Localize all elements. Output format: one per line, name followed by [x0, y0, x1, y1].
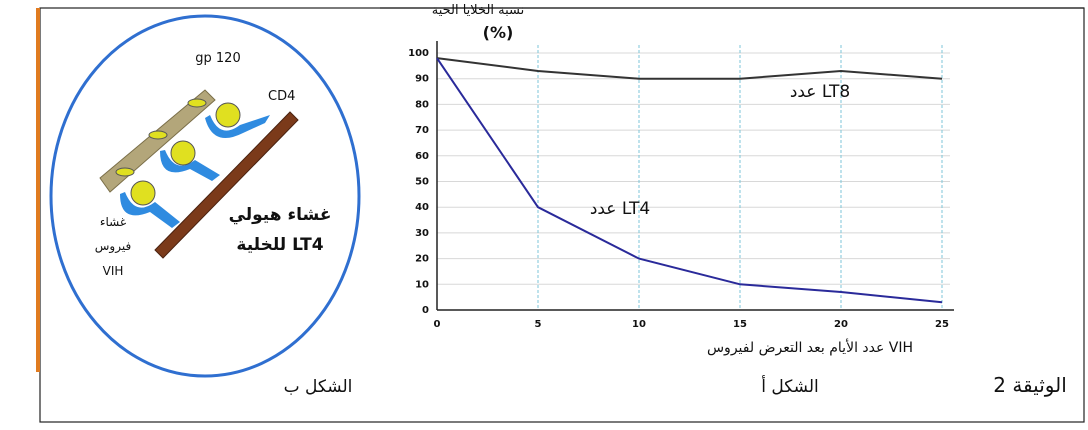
y-tick-label: 0 — [422, 305, 429, 316]
ellipse — [51, 16, 359, 376]
x-tick-label: 5 — [535, 319, 542, 330]
x-label: عدد الأيام بعد التعرض لفيروس VIH — [707, 338, 913, 356]
y-tick-label: 20 — [415, 254, 429, 265]
cell-label: للخلية LT4 — [236, 235, 323, 255]
y-tick-label: 100 — [408, 48, 429, 59]
line — [437, 58, 942, 79]
caption: الشكل أ — [761, 375, 818, 397]
y-tick-label: 70 — [415, 125, 429, 136]
y-tick-label: 80 — [415, 99, 429, 110]
caption: الشكل ب — [284, 377, 353, 397]
page: gp 120 CD4 غشاء فيروس VIH غشاء هيولي للخ… — [0, 0, 1088, 426]
x-tick-label: 25 — [935, 319, 949, 330]
y-tick-label: 50 — [415, 177, 429, 188]
caption: الوثيقة 2 — [993, 373, 1067, 397]
y-tick-label: 30 — [415, 228, 429, 239]
x-tick-label: 15 — [733, 319, 747, 330]
x-tick-label: 0 — [434, 319, 441, 330]
cd-label: CD4 — [268, 89, 295, 104]
virus-label: VIH — [103, 264, 124, 278]
x-tick-label: 10 — [632, 319, 646, 330]
x-tick-label: 20 — [834, 319, 848, 330]
gp-label: gp 120 — [195, 51, 240, 66]
y-tick-label: 40 — [415, 202, 429, 213]
virus-label: فيروس — [95, 239, 131, 254]
y-tick-label: 60 — [415, 151, 429, 162]
y-label: نسبة الخلايا الحية — [432, 3, 525, 18]
series-label: عدد LT4 — [590, 199, 650, 219]
cell-label: غشاء هيولي — [229, 205, 332, 225]
line — [437, 58, 942, 302]
y-tick-label: 90 — [415, 74, 429, 85]
figure-b: gp 120 CD4 غشاء فيروس VIH غشاء هيولي للخ… — [51, 16, 359, 376]
y-tick-label: 10 — [415, 279, 429, 290]
series-label: عدد LT8 — [790, 82, 850, 102]
y-label-unit: (%) — [483, 23, 514, 42]
virus-label: غشاء — [100, 215, 126, 229]
